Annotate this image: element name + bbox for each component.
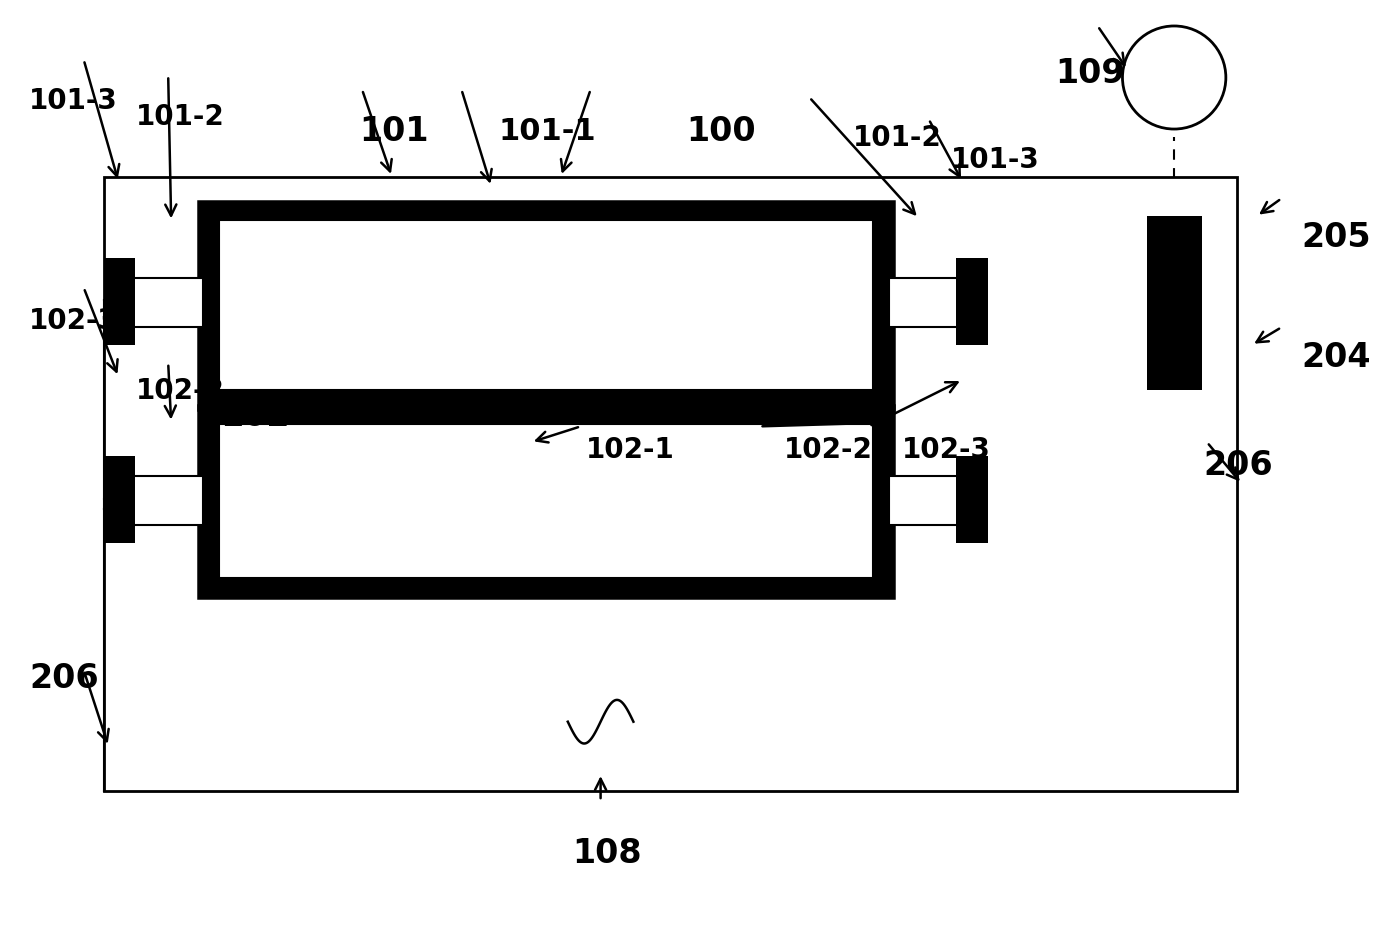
Text: 204: 204 bbox=[1301, 341, 1371, 375]
Text: 100: 100 bbox=[686, 116, 756, 149]
Text: 206: 206 bbox=[29, 661, 99, 695]
Bar bbox=[956, 456, 988, 544]
Text: 101-1: 101-1 bbox=[498, 118, 596, 147]
Text: 102-2: 102-2 bbox=[784, 436, 872, 464]
Bar bbox=[133, 476, 203, 526]
Text: 102-3: 102-3 bbox=[29, 306, 118, 334]
Text: 206: 206 bbox=[1204, 448, 1274, 482]
Bar bbox=[218, 424, 874, 578]
Bar bbox=[203, 409, 889, 593]
Bar bbox=[889, 476, 959, 526]
Bar bbox=[104, 177, 1236, 791]
Text: 102: 102 bbox=[220, 400, 290, 432]
Bar bbox=[218, 220, 874, 389]
Text: 101-3: 101-3 bbox=[29, 88, 118, 116]
Text: 109: 109 bbox=[1054, 57, 1124, 90]
Text: 101-3: 101-3 bbox=[951, 146, 1039, 174]
Text: 101: 101 bbox=[358, 116, 428, 149]
Text: 108: 108 bbox=[573, 838, 641, 870]
Text: 102-1: 102-1 bbox=[585, 436, 675, 464]
Bar bbox=[956, 258, 988, 345]
Text: 101-2: 101-2 bbox=[853, 124, 942, 152]
Text: 205: 205 bbox=[1301, 221, 1371, 254]
Text: 102-2: 102-2 bbox=[136, 377, 225, 405]
Bar bbox=[133, 277, 203, 327]
Bar bbox=[889, 277, 959, 327]
Text: 102-3: 102-3 bbox=[902, 436, 991, 464]
Bar bbox=[104, 456, 136, 544]
Text: 101-2: 101-2 bbox=[136, 103, 225, 131]
Bar bbox=[104, 258, 136, 345]
Bar bbox=[1148, 217, 1203, 389]
Bar bbox=[203, 206, 889, 404]
